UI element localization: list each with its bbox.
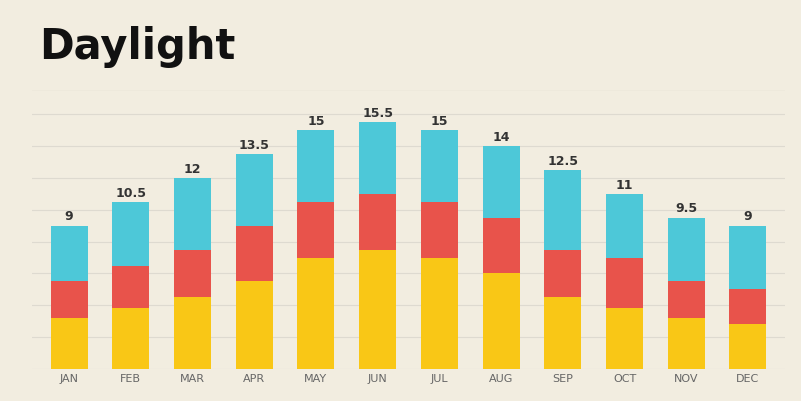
Bar xyxy=(235,226,272,282)
Bar xyxy=(235,154,272,226)
Bar xyxy=(482,273,520,369)
Bar xyxy=(730,226,767,290)
Bar xyxy=(606,194,643,257)
Text: 12.5: 12.5 xyxy=(547,155,578,168)
Bar xyxy=(421,257,458,369)
Text: 9: 9 xyxy=(743,211,752,223)
Bar xyxy=(50,282,87,318)
Bar xyxy=(482,218,520,273)
Text: 11: 11 xyxy=(616,178,634,192)
Bar xyxy=(421,202,458,257)
Text: 15: 15 xyxy=(308,115,324,128)
Bar xyxy=(174,178,211,249)
Bar xyxy=(606,308,643,369)
Bar xyxy=(50,318,87,369)
Bar xyxy=(297,130,335,202)
Bar xyxy=(174,297,211,369)
Text: 9.5: 9.5 xyxy=(675,203,698,215)
Bar xyxy=(359,194,396,249)
Bar xyxy=(545,249,582,297)
Bar xyxy=(112,308,149,369)
Bar xyxy=(297,257,335,369)
Text: 9: 9 xyxy=(65,211,74,223)
Text: 15: 15 xyxy=(431,115,448,128)
Text: 10.5: 10.5 xyxy=(115,186,147,200)
Bar xyxy=(297,202,335,257)
Bar xyxy=(668,218,705,282)
Bar xyxy=(235,282,272,369)
Bar xyxy=(421,130,458,202)
Text: 13.5: 13.5 xyxy=(239,139,270,152)
Bar xyxy=(668,318,705,369)
Bar xyxy=(112,202,149,265)
Bar xyxy=(545,297,582,369)
Bar xyxy=(730,290,767,324)
Bar xyxy=(359,122,396,194)
Bar xyxy=(668,282,705,318)
Bar xyxy=(174,249,211,297)
Bar xyxy=(482,146,520,218)
Bar xyxy=(606,257,643,308)
Text: 14: 14 xyxy=(493,131,509,144)
Text: 15.5: 15.5 xyxy=(362,107,393,120)
Text: 12: 12 xyxy=(183,163,201,176)
Bar xyxy=(112,265,149,308)
Bar xyxy=(359,249,396,369)
Text: Daylight: Daylight xyxy=(39,26,236,68)
Bar xyxy=(545,170,582,249)
Bar xyxy=(730,324,767,369)
Bar xyxy=(50,226,87,282)
